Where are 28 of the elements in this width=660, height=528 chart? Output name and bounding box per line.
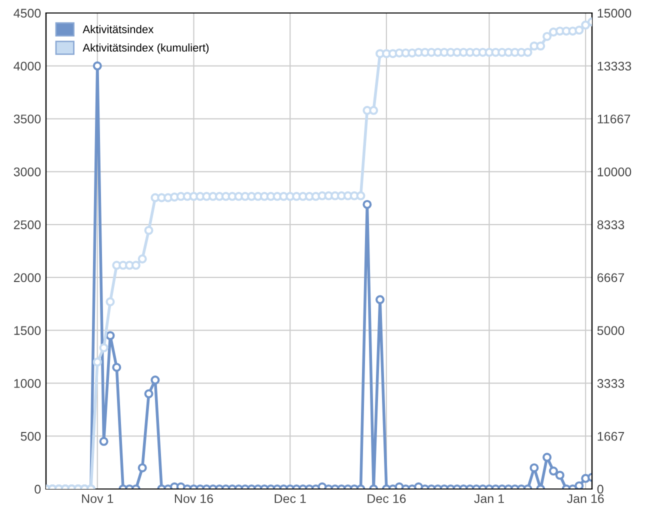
x-tick-label: Jan 1 <box>474 494 504 504</box>
y2-tick-label: 6667 <box>597 273 624 282</box>
y2-tick-label: 5000 <box>597 326 624 335</box>
y-tick-label: 2000 <box>14 273 41 282</box>
y2-tick-label: 1667 <box>598 432 624 441</box>
x-tick-label: Nov 1 <box>82 494 114 504</box>
y2-tick-label: 10000 <box>598 167 632 176</box>
y2-tick-label: 0 <box>597 484 604 494</box>
legend-label: Aktivitätsindex (kumuliert) <box>82 43 209 54</box>
y-tick-label: 2500 <box>14 220 41 230</box>
y-tick-label: 1000 <box>14 379 41 388</box>
y-tick-label: 500 <box>20 432 41 441</box>
y-tick-label: 4500 <box>14 8 41 18</box>
y2-tick-label: 3333 <box>597 379 624 388</box>
y2-tick-label: 13333 <box>598 62 632 71</box>
x-tick-label: Jan 16 <box>567 494 604 504</box>
y-tick-label: 3000 <box>14 167 41 176</box>
y-tick-label: 1500 <box>14 326 41 335</box>
y-tick-label: 3500 <box>14 114 41 124</box>
y-tick-label: 0 <box>34 484 41 494</box>
x-tick-label: Dec 1 <box>274 494 306 504</box>
y2-tick-label: 11667 <box>598 114 630 124</box>
y2-tick-label: 15000 <box>598 8 632 18</box>
x-tick-label: Nov 16 <box>174 494 213 504</box>
x-tick-label: Dec 16 <box>368 494 406 504</box>
y2-tick-label: 8333 <box>597 220 624 230</box>
y-tick-label: 4000 <box>14 62 41 71</box>
legend-label: Aktivitätsindex <box>82 25 154 34</box>
